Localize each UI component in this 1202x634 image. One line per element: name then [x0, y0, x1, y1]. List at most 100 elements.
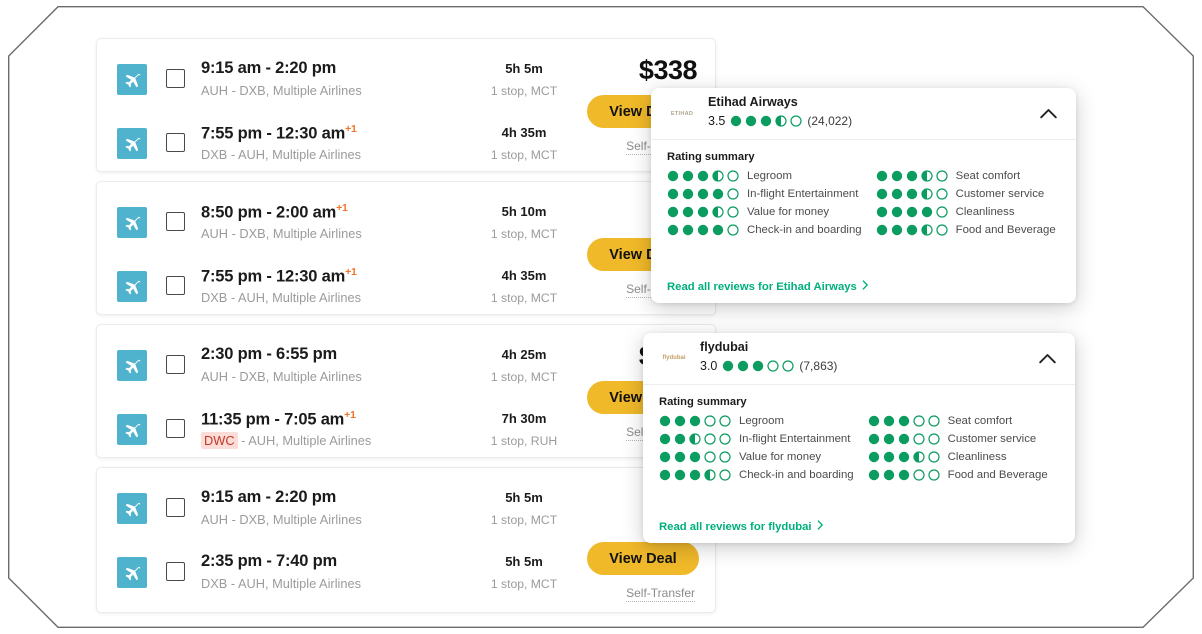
rating-metric-label: Cleanliness: [955, 206, 1015, 218]
flight-result-group[interactable]: 2:30 pm - 6:55 pm AUH - DXB, Multiple Air…: [96, 324, 716, 458]
airline-score-line: 3.0 (7,863): [700, 359, 837, 373]
airline-score-dots: [730, 115, 802, 127]
flight-stops: 1 stop, MCT: [490, 577, 558, 591]
airplane-icon: [117, 557, 147, 588]
rating-summary-title: Rating summary: [659, 396, 747, 408]
rating-metrics-grid: Legroom Seat comfort In-flight Entertainme…: [667, 170, 1060, 236]
rating-metric-label: In-flight Entertainment: [747, 188, 859, 200]
flight-route: DXB - AUH, Multiple Airlines: [201, 147, 361, 162]
chevron-up-icon[interactable]: [1036, 102, 1060, 124]
airline-logo: ETIHAD: [670, 110, 694, 117]
airplane-icon: [117, 128, 147, 159]
flight-leg-checkbox[interactable]: [166, 133, 185, 152]
flight-times-text: 8:50 pm - 2:00 am: [201, 203, 337, 222]
flight-times: 7:55 pm - 12:30 am+1: [201, 266, 357, 287]
rating-metric-label: Check-in and boarding: [739, 469, 854, 481]
flight-times-text: 9:15 am - 2:20 pm: [201, 488, 337, 506]
chevron-up-icon[interactable]: [1035, 347, 1059, 369]
flight-route: DXB - AUH, Multiple Airlines: [201, 290, 361, 305]
airline-score-dots: [722, 360, 794, 372]
flight-leg-checkbox[interactable]: [166, 212, 185, 231]
rating-metric-label: Customer service: [947, 433, 1037, 445]
flight-route-text: AUH - DXB, Multiple Airlines: [201, 369, 362, 384]
flight-stops: 1 stop, RUH: [490, 434, 558, 448]
flight-duration: 5h 5m: [505, 61, 543, 76]
flight-leg-checkbox[interactable]: [166, 276, 185, 295]
rating-dots: [876, 206, 948, 218]
flight-route: AUH - DXB, Multiple Airlines: [201, 369, 362, 384]
plus-day-badge: +1: [344, 409, 356, 421]
flight-route: DXB - AUH, Multiple Airlines: [201, 576, 361, 591]
flight-times: 9:15 am - 2:20 pm: [201, 488, 336, 507]
rating-metric-label: Legroom: [739, 415, 784, 427]
read-all-reviews-label: Read all reviews for flydubai: [659, 520, 812, 533]
rating-metric: Legroom: [659, 415, 854, 427]
rating-metric: Cleanliness: [868, 451, 1059, 463]
flight-stops: 1 stop, MCT: [490, 148, 558, 162]
rating-metric: Check-in and boarding: [659, 469, 854, 481]
plus-day-badge: +1: [345, 123, 357, 135]
flight-times-text: 11:35 pm - 7:05 am: [201, 410, 345, 429]
rating-metric: Food and Beverage: [876, 224, 1060, 236]
flight-result-group[interactable]: 9:15 am - 2:20 pm AUH - DXB, Multiple Air…: [96, 467, 716, 613]
flight-times-text: 7:55 pm - 12:30 am: [201, 267, 346, 286]
flight-duration: 5h 5m: [505, 490, 543, 505]
flight-leg-checkbox[interactable]: [166, 69, 185, 88]
flight-route-text: AUH - DXB, Multiple Airlines: [201, 226, 362, 241]
flight-duration: 4h 25m: [501, 347, 547, 362]
rating-dots: [868, 415, 940, 427]
rating-card-header: flydubai flydubai 3.0 (7,863): [643, 333, 1075, 385]
plus-day-badge: +1: [345, 266, 357, 278]
read-all-reviews-label: Read all reviews for Etihad Airways: [667, 280, 857, 293]
read-all-reviews-link[interactable]: Read all reviews for Etihad Airways: [667, 280, 869, 293]
rating-dots: [667, 188, 739, 200]
flight-results-list: 9:15 am - 2:20 pm AUH - DXB, Multiple Air…: [96, 38, 716, 598]
airplane-icon: [117, 271, 147, 302]
flight-leg-checkbox[interactable]: [166, 419, 185, 438]
flight-result-group[interactable]: 9:15 am - 2:20 pm AUH - DXB, Multiple Air…: [96, 38, 716, 172]
rating-metric: Legroom: [667, 170, 862, 182]
rating-dots: [868, 451, 940, 463]
rating-card-body: Rating summary Legroom Seat comfort In-flig…: [651, 140, 1076, 236]
flight-route-text: AUH - DXB, Multiple Airlines: [201, 83, 362, 98]
airplane-icon: [117, 64, 147, 95]
rating-metric-label: In-flight Entertainment: [739, 433, 851, 445]
rating-card-header: ETIHAD Etihad Airways 3.5 (24,022): [651, 88, 1076, 140]
flight-route-text: DXB - AUH, Multiple Airlines: [201, 290, 362, 305]
airplane-icon: [117, 207, 147, 238]
flight-times: 2:30 pm - 6:55 pm: [201, 345, 337, 364]
flight-times-text: 2:30 pm - 6:55 pm: [201, 345, 337, 363]
flight-route-text: DXB - AUH, Multiple Airlines: [201, 576, 362, 591]
rating-dots: [659, 433, 731, 445]
rating-dots: [667, 224, 739, 236]
flight-leg-checkbox[interactable]: [166, 498, 185, 517]
rating-metric-label: Cleanliness: [947, 451, 1007, 463]
airline-name: Etihad Airways: [708, 95, 798, 109]
airplane-icon: [117, 493, 147, 524]
flight-duration: 7h 30m: [501, 411, 547, 426]
flight-leg-checkbox[interactable]: [166, 355, 185, 374]
rating-metric-label: Seat comfort: [955, 170, 1021, 182]
flight-times-text: 7:55 pm - 12:30 am: [201, 124, 346, 143]
flight-times-text: 2:35 pm - 7:40 pm: [201, 552, 337, 570]
rating-metric-label: Value for money: [747, 206, 830, 218]
flight-duration: 4h 35m: [501, 268, 547, 283]
view-deal-button[interactable]: View Deal: [587, 542, 699, 575]
rating-metric: Food and Beverage: [868, 469, 1059, 481]
flight-route: DWC - AUH, Multiple Airlines: [201, 433, 371, 448]
rating-dots: [868, 469, 940, 481]
flight-times: 7:55 pm - 12:30 am+1: [201, 123, 357, 144]
flight-duration: 5h 5m: [505, 554, 543, 569]
flight-times-text: 9:15 am - 2:20 pm: [201, 59, 337, 77]
airline-logo: flydubai: [662, 355, 686, 362]
flight-result-group[interactable]: 8:50 pm - 2:00 am +1 AUH - DXB, Multiple A…: [96, 181, 716, 315]
airline-review-count: (24,022): [807, 114, 853, 128]
flight-leg-checkbox[interactable]: [166, 562, 185, 581]
rating-dots: [876, 224, 948, 236]
flight-route: AUH - DXB, Multiple Airlines: [201, 83, 362, 98]
self-transfer-label[interactable]: Self-Transfer: [626, 586, 695, 600]
read-all-reviews-link[interactable]: Read all reviews for flydubai: [659, 520, 824, 533]
airport-change-alert: DWC: [201, 432, 238, 449]
airline-score: 3.5: [708, 114, 726, 128]
rating-metric-label: Legroom: [747, 170, 792, 182]
